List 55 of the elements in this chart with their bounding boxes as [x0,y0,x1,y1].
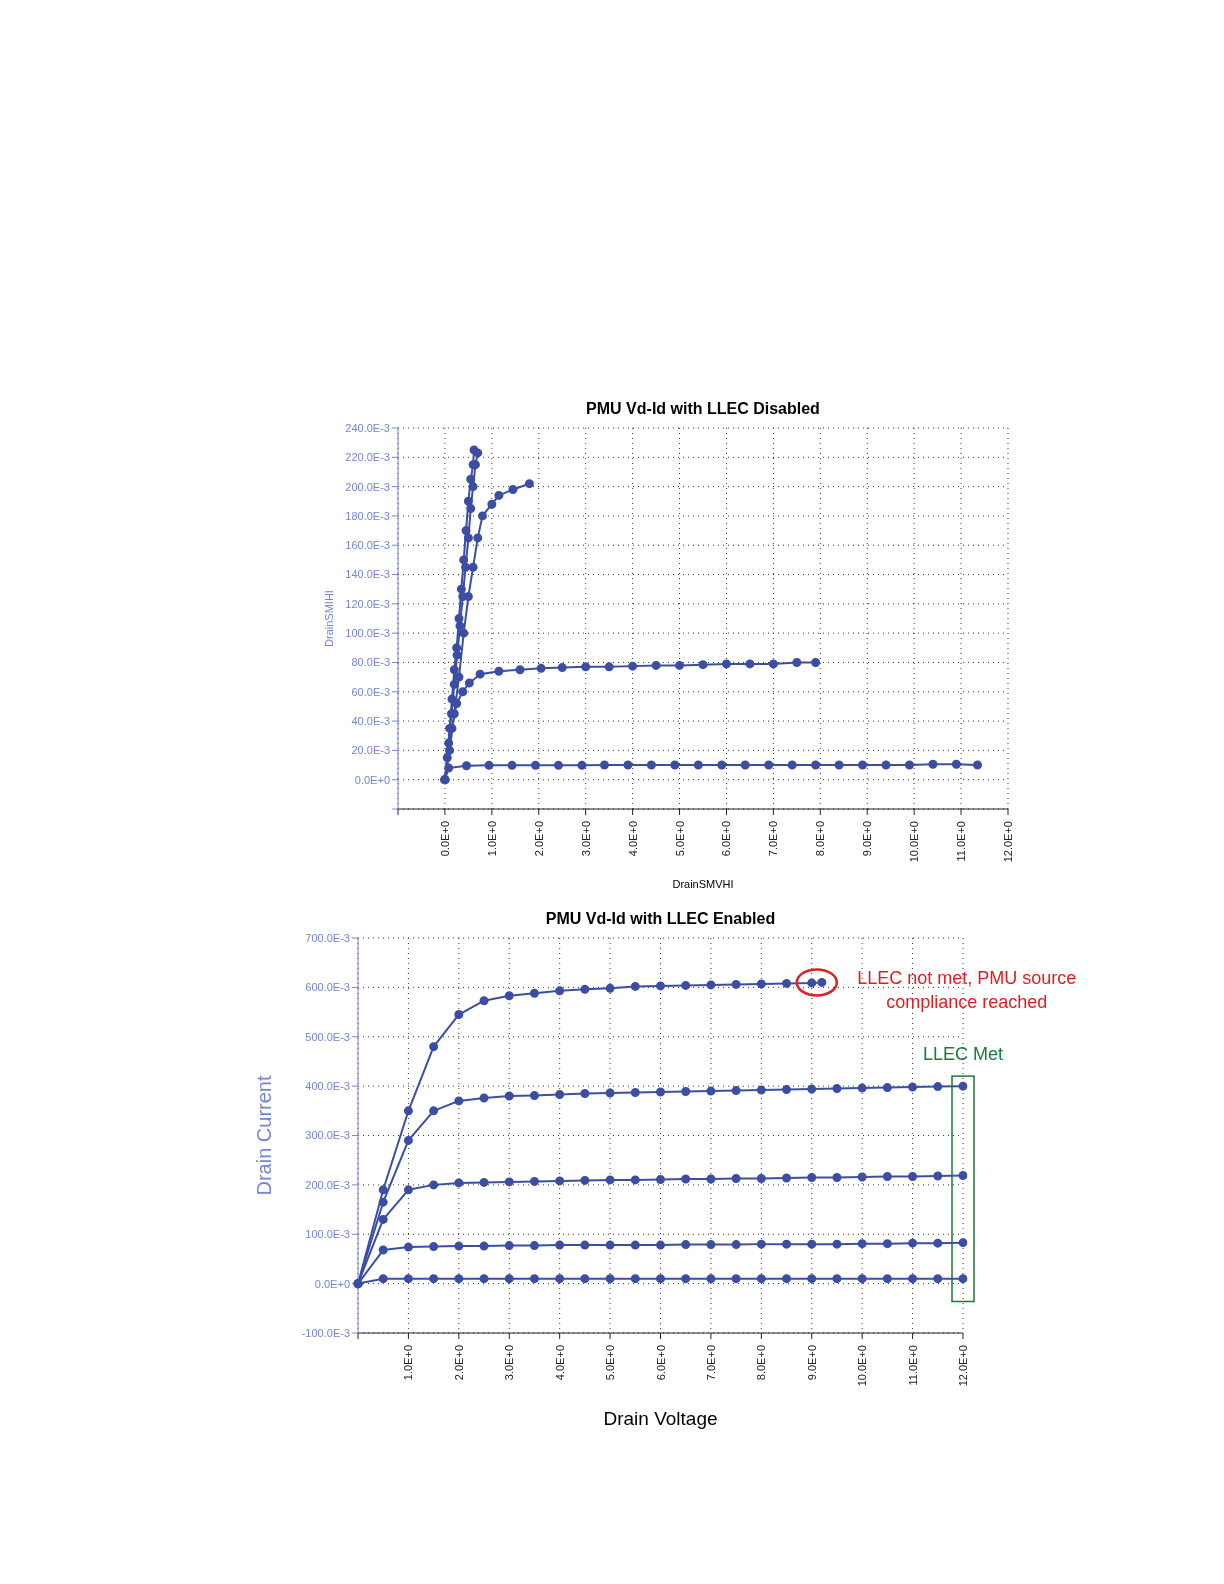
annotation: LLEC not met, PMU source compliance reached [856,967,1078,1015]
x-tick-label: 7.0E+0 [767,821,780,857]
x-tick-label: 5.0E+0 [604,1345,617,1381]
y-tick-label: 100.0E-3 [345,627,390,640]
x-tick-label: 8.0E+0 [755,1345,768,1381]
y-tick-label: 300.0E-3 [305,1129,350,1142]
x-tick-label: 9.0E+0 [805,1345,818,1381]
y-tick-label: 180.0E-3 [345,509,390,522]
x-tick-label: 1.0E+0 [485,821,498,857]
x-tick-label: 2.0E+0 [532,821,545,857]
x-tick-label: 8.0E+0 [814,821,827,857]
y-tick-label: 200.0E-3 [305,1178,350,1191]
x-tick-label: 12.0E+0 [957,1345,969,1387]
x-tick-label: 6.0E+0 [720,821,733,857]
y-tick-label: 0.0E+0 [354,773,390,786]
y-axis-title: DrainSMIHI [322,590,335,647]
y-tick-label: 200.0E-3 [345,480,390,493]
x-tick-label: 4.0E+0 [626,821,639,857]
x-tick-label: 7.0E+0 [704,1345,717,1381]
x-tick-label: 10.0E+0 [856,1345,869,1387]
x-axis-title: DrainSMVHI [671,878,735,890]
y-tick-label: 120.0E-3 [345,597,390,610]
x-tick-label: 9.0E+0 [861,821,874,857]
y-tick-label: -100.0E-3 [301,1326,350,1339]
y-tick-label: 220.0E-3 [345,451,390,464]
annotation: LLEC Met [921,1044,1004,1066]
y-tick-label: 240.0E-3 [345,421,390,434]
y-axis-title: Drain Current [253,1075,276,1196]
chart-title: PMU Vd-Id with LLEC Enabled [544,910,777,928]
y-tick-label: 700.0E-3 [305,931,350,944]
y-tick-label: 600.0E-3 [305,981,350,994]
y-tick-label: 0.0E+0 [314,1277,350,1290]
x-tick-label: 5.0E+0 [673,821,686,857]
x-tick-label: 1.0E+0 [402,1345,415,1381]
x-tick-label: 10.0E+0 [908,821,921,863]
x-tick-label: 2.0E+0 [452,1345,465,1381]
y-tick-label: 100.0E-3 [305,1228,350,1241]
x-tick-label: 0.0E+0 [438,821,451,857]
x-tick-label: 4.0E+0 [553,1345,566,1381]
y-tick-label: 500.0E-3 [305,1030,350,1043]
y-tick-label: 80.0E-3 [351,656,390,669]
x-tick-label: 6.0E+0 [654,1345,667,1381]
y-tick-label: 400.0E-3 [305,1080,350,1093]
x-tick-label: 11.0E+0 [906,1345,919,1386]
x-axis-title: Drain Voltage [602,1408,719,1430]
y-tick-label: 20.0E-3 [351,744,390,757]
y-tick-label: 140.0E-3 [345,568,390,581]
y-tick-label: 160.0E-3 [345,539,390,552]
y-tick-label: 60.0E-3 [351,685,390,698]
x-tick-label: 3.0E+0 [579,821,592,857]
x-tick-label: 11.0E+0 [955,821,968,862]
x-tick-label: 12.0E+0 [1002,821,1014,863]
x-tick-label: 3.0E+0 [503,1345,516,1381]
y-tick-label: 40.0E-3 [351,714,390,727]
chart-title: PMU Vd-Id with LLEC Disabled [585,400,821,418]
